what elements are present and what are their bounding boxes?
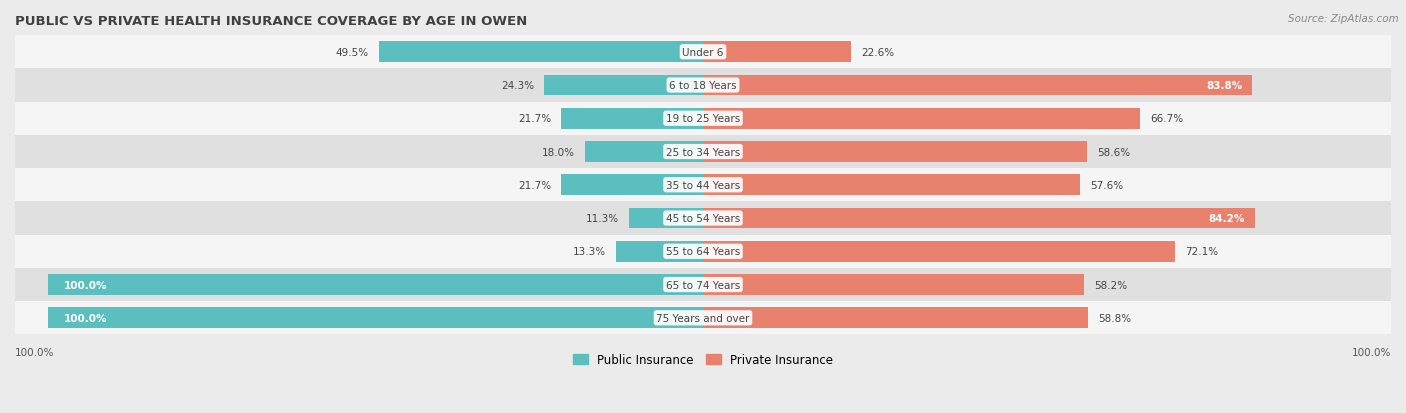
Bar — [15, 36, 1391, 69]
Bar — [628, 208, 703, 229]
Bar — [703, 42, 851, 63]
Text: 100.0%: 100.0% — [65, 313, 108, 323]
Bar — [703, 308, 1088, 328]
Bar — [703, 208, 1254, 229]
Text: 11.3%: 11.3% — [586, 214, 619, 223]
Bar — [15, 268, 1391, 301]
Bar — [15, 69, 1391, 102]
Bar — [15, 235, 1391, 268]
Bar — [703, 76, 1253, 96]
Bar — [15, 135, 1391, 169]
Text: 65 to 74 Years: 65 to 74 Years — [666, 280, 740, 290]
Text: 19 to 25 Years: 19 to 25 Years — [666, 114, 740, 124]
Bar — [15, 301, 1391, 335]
Text: 58.8%: 58.8% — [1098, 313, 1132, 323]
Text: 72.1%: 72.1% — [1185, 247, 1219, 256]
Text: 24.3%: 24.3% — [501, 81, 534, 91]
Bar — [15, 202, 1391, 235]
Text: 22.6%: 22.6% — [860, 47, 894, 57]
Text: 100.0%: 100.0% — [65, 280, 108, 290]
Text: Under 6: Under 6 — [682, 47, 724, 57]
Bar — [378, 42, 703, 63]
Bar — [703, 275, 1084, 295]
Text: 66.7%: 66.7% — [1150, 114, 1182, 124]
Legend: Public Insurance, Private Insurance: Public Insurance, Private Insurance — [568, 348, 838, 370]
Bar — [585, 142, 703, 162]
Bar — [703, 175, 1080, 196]
Text: 100.0%: 100.0% — [1351, 347, 1391, 357]
Bar — [561, 109, 703, 129]
Bar — [15, 102, 1391, 135]
Text: 49.5%: 49.5% — [336, 47, 368, 57]
Text: 35 to 44 Years: 35 to 44 Years — [666, 180, 740, 190]
Text: 57.6%: 57.6% — [1090, 180, 1123, 190]
Text: 21.7%: 21.7% — [517, 180, 551, 190]
Bar — [703, 142, 1087, 162]
Text: 75 Years and over: 75 Years and over — [657, 313, 749, 323]
Text: 100.0%: 100.0% — [15, 347, 55, 357]
Bar — [48, 308, 703, 328]
Text: 58.6%: 58.6% — [1097, 147, 1130, 157]
Bar — [15, 169, 1391, 202]
Text: Source: ZipAtlas.com: Source: ZipAtlas.com — [1288, 14, 1399, 24]
Text: 6 to 18 Years: 6 to 18 Years — [669, 81, 737, 91]
Text: 25 to 34 Years: 25 to 34 Years — [666, 147, 740, 157]
Bar — [703, 109, 1140, 129]
Text: PUBLIC VS PRIVATE HEALTH INSURANCE COVERAGE BY AGE IN OWEN: PUBLIC VS PRIVATE HEALTH INSURANCE COVER… — [15, 15, 527, 28]
Text: 13.3%: 13.3% — [572, 247, 606, 256]
Text: 45 to 54 Years: 45 to 54 Years — [666, 214, 740, 223]
Text: 83.8%: 83.8% — [1206, 81, 1243, 91]
Text: 21.7%: 21.7% — [517, 114, 551, 124]
Bar — [544, 76, 703, 96]
Text: 84.2%: 84.2% — [1209, 214, 1244, 223]
Bar — [616, 241, 703, 262]
Bar — [561, 175, 703, 196]
Text: 18.0%: 18.0% — [543, 147, 575, 157]
Bar — [48, 275, 703, 295]
Text: 58.2%: 58.2% — [1094, 280, 1128, 290]
Text: 55 to 64 Years: 55 to 64 Years — [666, 247, 740, 256]
Bar — [703, 241, 1175, 262]
